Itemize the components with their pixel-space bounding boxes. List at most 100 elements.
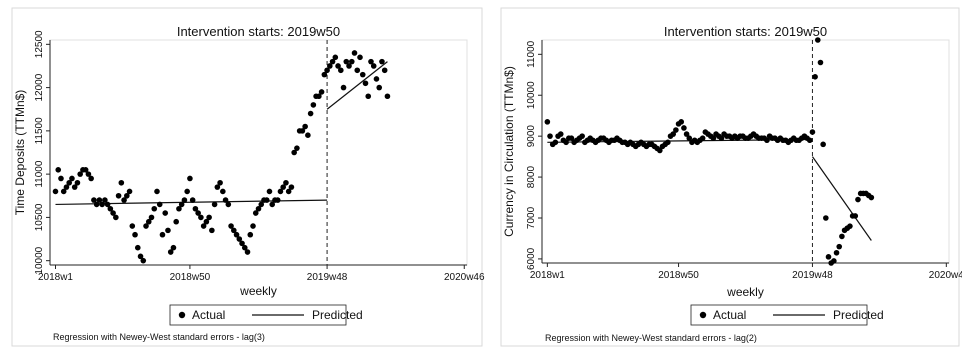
y-tick-label: 11000	[526, 40, 537, 68]
actual-point	[233, 231, 240, 238]
actual-point	[93, 201, 100, 208]
actual-point	[269, 201, 276, 208]
actual-point	[327, 63, 333, 69]
actual-point	[568, 135, 575, 142]
actual-point	[244, 249, 251, 255]
x-tick-label: 2018w50	[170, 272, 211, 283]
actual-point	[250, 223, 256, 229]
actual-point	[60, 188, 67, 195]
actual-point	[283, 179, 289, 186]
actual-point	[294, 145, 300, 151]
actual-point	[563, 139, 569, 146]
actual-point	[683, 131, 690, 137]
actual-point	[670, 131, 677, 137]
actual-point	[557, 131, 564, 137]
actual-point	[288, 184, 295, 190]
actual-point	[115, 192, 122, 199]
actual-point	[285, 188, 292, 195]
x-tick-label: 2020w4	[929, 270, 962, 281]
chart-time-deposits: Intervention starts: 2019w50 10000 10500 11…	[11, 7, 485, 347]
actual-point	[74, 179, 81, 186]
actual-point	[665, 139, 671, 146]
actual-point	[140, 257, 147, 264]
actual-point	[820, 141, 826, 148]
legend-label-predicted: Predicted	[833, 308, 884, 322]
actual-point	[129, 223, 136, 229]
actual-point	[806, 137, 813, 144]
actual-point	[332, 54, 339, 61]
actual-point	[657, 147, 663, 154]
actual-point	[220, 188, 226, 195]
actual-point	[359, 71, 366, 78]
actual-point	[307, 110, 314, 117]
actual-point	[77, 171, 83, 177]
chart-title: Intervention starts: 2019w50	[664, 24, 827, 39]
actual-point	[104, 201, 111, 208]
actual-point	[137, 253, 144, 260]
actual-point	[209, 227, 215, 234]
actual-point	[236, 236, 243, 242]
actual-point	[318, 89, 325, 95]
plot-region-frame	[541, 39, 950, 264]
actual-point	[173, 218, 179, 225]
chart-note: Regression with Newey-West standard erro…	[53, 332, 265, 342]
actual-point	[189, 197, 196, 203]
actual-point	[335, 63, 341, 69]
legend-marker-actual	[178, 311, 186, 319]
actual-point	[258, 201, 265, 208]
actual-point	[85, 171, 92, 177]
actual-point	[370, 63, 377, 69]
actual-point	[346, 63, 352, 69]
actual-point	[247, 231, 254, 238]
predicted-line-segment	[326, 61, 388, 110]
actual-point	[88, 175, 94, 182]
actual-point	[338, 67, 344, 74]
actual-point	[71, 184, 78, 190]
actual-point	[809, 129, 816, 135]
actual-point	[277, 188, 284, 195]
actual-point	[839, 233, 845, 240]
actual-point	[145, 218, 152, 225]
actual-point	[82, 167, 89, 173]
actual-point	[814, 37, 821, 43]
actual-point	[148, 214, 155, 221]
actual-point	[678, 119, 685, 125]
actual-point	[96, 197, 103, 203]
y-tick-label: 6000	[526, 247, 537, 270]
actual-point	[187, 175, 193, 182]
actual-point	[156, 201, 163, 208]
actual-point	[291, 149, 297, 156]
actual-point	[329, 58, 336, 65]
actual-point	[211, 201, 218, 208]
actual-point	[305, 132, 311, 138]
legend-label-actual: Actual	[192, 308, 225, 322]
x-tick-label: 2019w48	[307, 272, 348, 283]
y-tick-label: 12500	[34, 30, 45, 58]
actual-point	[239, 240, 245, 247]
x-tick-label: 2018w50	[658, 270, 699, 281]
x-tick-label: 2020w46	[444, 272, 485, 283]
actual-point	[365, 93, 372, 100]
actual-point	[99, 201, 105, 208]
actual-point	[384, 93, 391, 100]
actual-point	[764, 137, 770, 144]
actual-point	[673, 127, 679, 133]
actual-point	[91, 197, 97, 203]
y-tick-label: 9000	[526, 125, 537, 148]
chart-title: Intervention starts: 2019w50	[177, 24, 340, 39]
actual-point	[69, 175, 75, 182]
actual-point	[351, 50, 358, 56]
actual-point	[324, 67, 330, 74]
actual-point	[231, 227, 237, 234]
actual-point	[357, 54, 363, 61]
plot-region-frame	[49, 39, 468, 266]
x-tick-label: 2018w1	[530, 270, 565, 281]
actual-point	[176, 205, 182, 212]
actual-point	[686, 135, 693, 142]
actual-point	[316, 93, 322, 100]
y-tick-label: 12000	[34, 73, 45, 101]
actual-point	[200, 223, 207, 229]
actual-point	[126, 188, 133, 195]
predicted-line-segment	[811, 156, 872, 241]
actual-point	[544, 119, 551, 125]
